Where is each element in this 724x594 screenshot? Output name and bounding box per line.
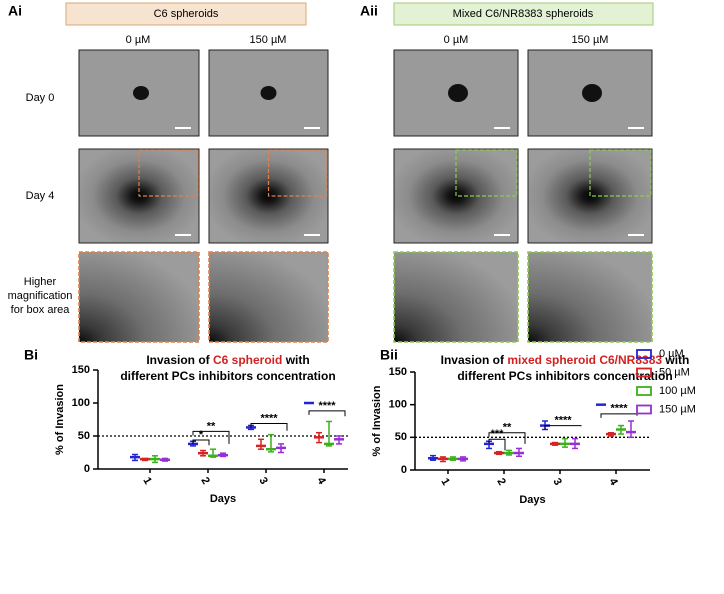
x-tick-label: 1 [438,476,451,487]
y-tick-label: 150 [72,364,90,376]
x-tick-label: 4 [314,475,328,487]
y-axis-label: % of Invasion [54,384,66,455]
spheroid [133,86,149,100]
zoom-box [589,149,652,197]
significance-bracket [308,410,346,417]
header-box [65,2,307,26]
significance-label: * [199,429,204,441]
column-label: 0 µM [126,34,151,46]
title-part: with [662,353,689,367]
significance-label: **** [318,400,336,412]
row-label: Day 0 [25,92,55,104]
significance-bracket [192,439,210,446]
x-tick-label: 3 [550,476,563,487]
x-tick-label: 1 [140,475,153,486]
micrograph [78,49,200,137]
title-part: with [282,353,309,367]
row-label: Higher magnification for box area [7,276,73,316]
legend-swatch [636,404,652,415]
title-part: mixed spheroid C6/NR8383 [507,353,662,367]
column-label: 150 µM [250,34,287,46]
y-tick-label: 100 [72,397,90,409]
significance-label: ** [503,422,512,434]
significance-bracket [250,422,288,431]
title-part: Invasion of [441,353,508,367]
panel-header: C6 spheroids [154,8,219,20]
legend-swatch [636,367,652,378]
x-tick-label: 2 [198,475,211,486]
y-tick-label: 0 [401,464,407,476]
x-tick-label: 3 [256,475,269,486]
y-tick-label: 0 [84,463,90,475]
significance-bracket [488,432,526,444]
significance-label: ** [207,420,216,432]
panel-label: Bi [24,347,38,363]
chart-subtitle: different PCs inhibitors concentration [120,369,335,383]
zoom-box [455,149,518,197]
significance-label: **** [260,412,278,424]
y-axis-label: % of Invasion [371,385,383,456]
chart-subtitle: different PCs inhibitors concentration [457,369,672,383]
legend-label: 150 µM [659,403,696,415]
column-label: 0 µM [444,34,469,46]
x-axis-label: Days [210,493,236,505]
significance-bracket [600,413,638,418]
y-tick-label: 50 [78,430,90,442]
zoom-box [138,149,199,197]
panel-label: Ai [8,3,22,19]
significance-label: **** [554,414,572,426]
legend-swatch [636,349,652,359]
significance-bracket [192,430,230,444]
y-tick-label: 150 [389,366,407,378]
title-part: Invasion of [146,353,213,367]
chart-title: Invasion of C6 spheroid with [146,353,309,367]
title-part: C6 spheroid [213,353,282,367]
micrograph [527,251,653,343]
micrograph [208,251,329,343]
column-label: 150 µM [572,34,609,46]
spheroid [448,84,468,102]
x-tick-label: 4 [606,476,620,488]
y-tick-label: 50 [395,431,407,443]
spheroid [260,86,277,100]
spheroid [582,84,602,102]
legend-swatch [636,386,652,396]
y-tick-label: 100 [389,399,407,411]
significance-bracket [488,438,506,451]
charts: Bi Invasion of C6 spheroid with different … [24,347,696,506]
panel-label: Bii [380,347,398,363]
legend-label: 0 µM [659,348,684,360]
panel-label: Aii [360,3,378,19]
zoom-box [267,149,328,197]
significance-bracket [544,425,582,430]
panel-header: Mixed C6/NR8383 spheroids [453,8,594,20]
significance-label: **** [610,403,628,415]
chart-title: Invasion of mixed spheroid C6/NR8383 wit… [441,353,690,367]
x-axis-label: Days [519,494,545,506]
significance-label: *** [491,428,505,440]
header-box [393,2,654,26]
micrograph [78,251,200,343]
row-label: Day 4 [25,190,55,202]
micrographs [78,49,653,343]
legend-label: 50 µM [659,366,690,378]
micrograph [393,251,519,343]
legend-label: 100 µM [659,385,696,397]
x-tick-label: 2 [494,476,507,487]
